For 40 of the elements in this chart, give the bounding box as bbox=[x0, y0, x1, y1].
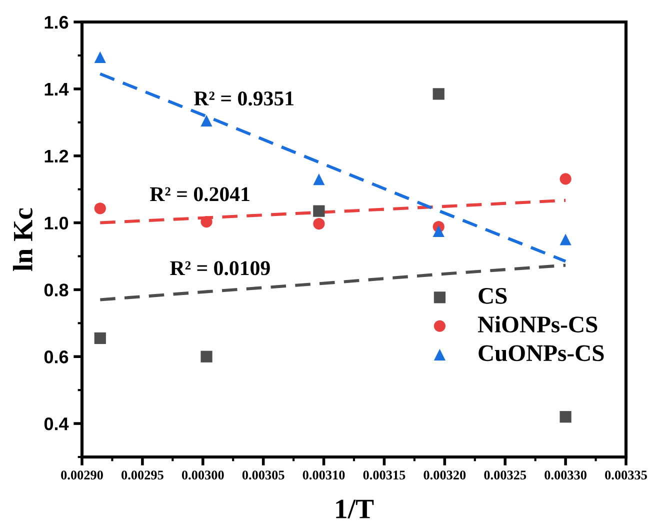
point bbox=[94, 332, 106, 344]
x-tick-label: 0.00315 bbox=[363, 470, 406, 480]
point bbox=[560, 234, 572, 246]
x-tick-label: 0.00300 bbox=[182, 470, 224, 480]
point bbox=[200, 350, 212, 362]
annotation: R² = 0.2041 bbox=[150, 187, 250, 202]
y-tick-label: 0.8 bbox=[44, 284, 68, 296]
x-tick-label: 0.00290 bbox=[61, 470, 103, 480]
x-tick-label: 0.00320 bbox=[424, 470, 466, 480]
y-tick-label: 0.4 bbox=[44, 417, 69, 430]
point bbox=[432, 88, 444, 100]
x-tick-label: 0.00330 bbox=[544, 470, 586, 480]
point bbox=[313, 173, 325, 186]
y-tick-label: 1.6 bbox=[44, 16, 68, 29]
x-tick-label: 0.00305 bbox=[242, 470, 284, 480]
point bbox=[560, 173, 572, 185]
point bbox=[200, 216, 212, 228]
x-tick-label: 0.00310 bbox=[302, 470, 345, 480]
y-tick-label: 0.6 bbox=[44, 350, 68, 364]
y-axis-title: ln Kc bbox=[12, 208, 32, 271]
x-tick-label: 0.00335 bbox=[605, 470, 647, 480]
legend-label: CS bbox=[478, 288, 507, 304]
point bbox=[560, 411, 572, 423]
x-tick-label: 0.00325 bbox=[484, 470, 526, 480]
annotation: R² = 0.9351 bbox=[194, 91, 294, 106]
y-tick-label: 1.4 bbox=[44, 83, 69, 96]
point bbox=[200, 114, 212, 127]
point bbox=[313, 205, 325, 217]
y-tick-label: 1.0 bbox=[44, 216, 68, 230]
point bbox=[94, 202, 106, 214]
line-series bbox=[98, 72, 568, 263]
legend-label: CuONPs-CS bbox=[478, 345, 604, 362]
y-tick-label: 1.2 bbox=[44, 150, 68, 162]
point bbox=[313, 218, 325, 230]
annotation: R² = 0.0109 bbox=[170, 261, 270, 276]
point bbox=[94, 51, 106, 63]
x-axis-title: 1/T bbox=[336, 500, 374, 518]
x-tick-label: 0.00295 bbox=[122, 470, 164, 480]
legend-label: NiONPs-CS bbox=[478, 316, 598, 332]
point bbox=[432, 225, 444, 237]
